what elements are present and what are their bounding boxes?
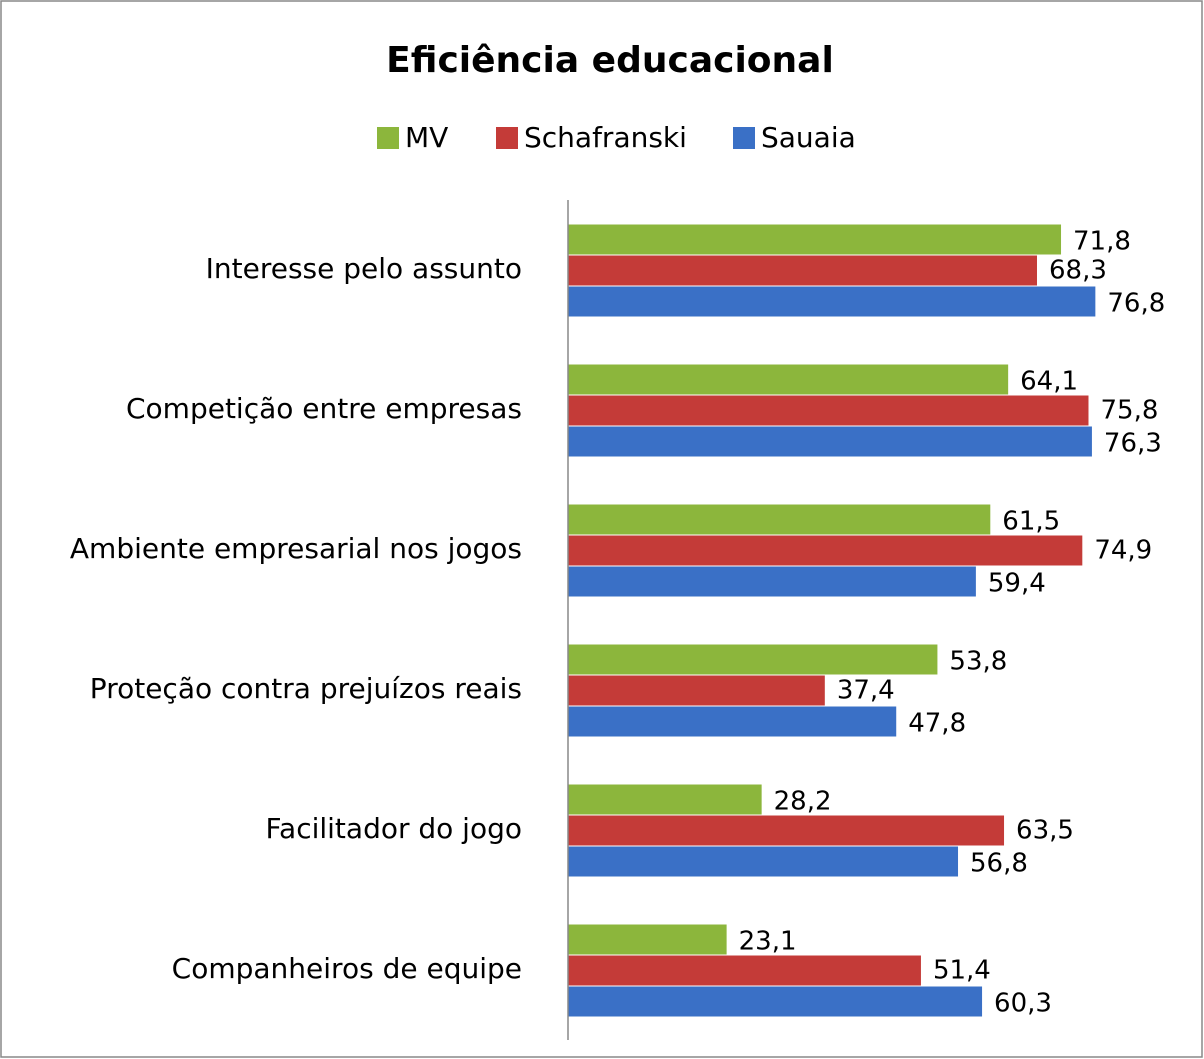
y-tick-label: Ambiente empresarial nos jogos: [70, 532, 522, 565]
y-tick-label: Facilitador do jogo: [266, 812, 523, 845]
y-tick-label: Companheiros de equipe: [172, 952, 522, 985]
y-tick-label: Interesse pelo assunto: [206, 252, 522, 285]
value-label: 60,3: [994, 989, 1052, 1019]
value-label: 59,4: [988, 569, 1046, 599]
legend-swatch: [377, 127, 399, 149]
bar: [568, 535, 1083, 566]
value-label: 76,3: [1104, 429, 1162, 459]
y-tick-label: Proteção contra prejuízos reais: [90, 672, 522, 705]
value-label: 63,5: [1016, 816, 1074, 846]
value-label: 76,8: [1107, 289, 1165, 319]
bar: [568, 706, 897, 737]
bar: [568, 364, 1009, 395]
value-label: 74,9: [1094, 536, 1152, 566]
legend-label: MV: [405, 121, 448, 154]
bar: [568, 815, 1005, 846]
value-label: 61,5: [1002, 507, 1060, 537]
value-label: 56,8: [970, 849, 1028, 879]
bar: [568, 675, 825, 706]
bar: [568, 644, 938, 675]
bar: [568, 286, 1096, 317]
chart-title: Eficiência educacional: [386, 40, 834, 81]
bar: [568, 395, 1089, 426]
bar: [568, 846, 959, 877]
legend-label: Schafranski: [524, 121, 687, 154]
bar: [568, 224, 1062, 255]
bar: [568, 566, 976, 597]
bar: [568, 784, 762, 815]
bar: [568, 426, 1092, 457]
legend-swatch: [733, 127, 755, 149]
bar: [568, 986, 983, 1017]
bar: [568, 255, 1037, 286]
value-label: 37,4: [837, 676, 895, 706]
value-label: 28,2: [774, 787, 832, 817]
value-label: 71,8: [1073, 227, 1131, 257]
bar: [568, 924, 727, 955]
legend-swatch: [496, 127, 518, 149]
value-label: 23,1: [739, 927, 797, 957]
value-label: 64,1: [1020, 367, 1078, 397]
value-label: 75,8: [1100, 396, 1158, 426]
value-label: 51,4: [933, 956, 991, 986]
value-label: 47,8: [908, 709, 966, 739]
bar: [568, 955, 921, 986]
bar: [568, 504, 991, 535]
value-label: 53,8: [949, 647, 1007, 677]
y-tick-label: Competição entre empresas: [126, 392, 522, 425]
legend-label: Sauaia: [761, 121, 856, 154]
value-label: 68,3: [1049, 256, 1107, 286]
